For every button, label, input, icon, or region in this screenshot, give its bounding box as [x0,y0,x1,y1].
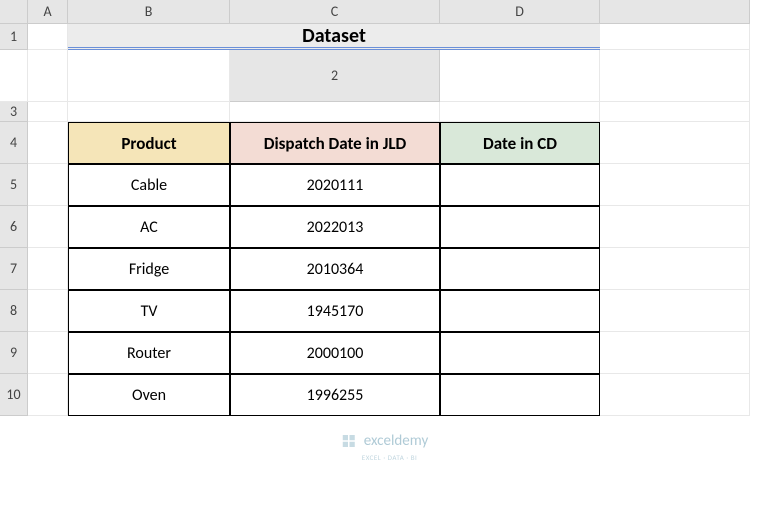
cell-d1[interactable] [28,50,68,102]
cell-c3[interactable] [230,102,440,122]
cell-b1[interactable] [600,24,750,50]
row-header[interactable]: 9 [0,332,28,374]
cell-a3[interactable] [28,102,68,122]
table-header-date[interactable]: Date in CD [440,122,600,164]
watermark-text: exceldemy [364,432,428,450]
watermark: exceldemy [340,432,428,450]
table-header-dispatch[interactable]: Dispatch Date in JLD [230,122,440,164]
row-header[interactable]: 1 [0,24,28,50]
row-header[interactable]: 4 [0,122,28,164]
table-row[interactable]: Cable [68,164,230,206]
table-header-product[interactable]: Product [68,122,230,164]
row-header[interactable]: 3 [0,102,28,122]
row-header[interactable]: 2 [230,50,440,102]
cell-a5[interactable] [28,164,68,206]
table-row[interactable] [440,164,600,206]
table-row[interactable] [440,374,600,416]
cell-e6[interactable] [600,206,750,248]
table-row[interactable]: 1996255 [230,374,440,416]
cell-a10[interactable] [28,374,68,416]
table-row[interactable] [440,332,600,374]
cell-e8[interactable] [600,290,750,332]
cell-c1[interactable] [0,50,28,102]
table-row[interactable] [440,248,600,290]
table-row[interactable]: 1945170 [230,290,440,332]
cell-e10[interactable] [600,374,750,416]
cell-e7[interactable] [600,248,750,290]
table-row[interactable]: Router [68,332,230,374]
grid-corner [0,0,28,24]
table-row[interactable] [440,206,600,248]
table-row[interactable]: AC [68,206,230,248]
cell-e4[interactable] [600,122,750,164]
table-row[interactable]: TV [68,290,230,332]
cell-a9[interactable] [28,332,68,374]
cell-a1[interactable] [28,24,68,50]
table-row[interactable]: Fridge [68,248,230,290]
row-header[interactable]: 5 [0,164,28,206]
cell-a8[interactable] [28,290,68,332]
table-row[interactable]: Oven [68,374,230,416]
cell-a4[interactable] [28,122,68,164]
cell-a2[interactable] [440,50,600,102]
table-row[interactable]: 2022013 [230,206,440,248]
cell-e1[interactable] [68,50,230,102]
row-header[interactable]: 6 [0,206,28,248]
col-header-d[interactable]: D [440,0,600,24]
cell-a7[interactable] [28,248,68,290]
watermark-subtext: EXCEL · DATA · BI [362,453,418,462]
cell-b3[interactable] [68,102,230,122]
col-header-blank [600,0,750,24]
cell-d3[interactable] [440,102,600,122]
cell-e5[interactable] [600,164,750,206]
dataset-title[interactable]: Dataset [68,24,600,50]
cell-e2[interactable] [600,50,750,102]
cell-a6[interactable] [28,206,68,248]
table-row[interactable]: 2000100 [230,332,440,374]
cell-e3[interactable] [600,102,750,122]
table-row[interactable]: 2020111 [230,164,440,206]
row-header[interactable]: 7 [0,248,28,290]
cell-e9[interactable] [600,332,750,374]
col-header-c[interactable]: C [230,0,440,24]
row-header[interactable]: 8 [0,290,28,332]
row-header[interactable]: 10 [0,374,28,416]
col-header-b[interactable]: B [68,0,230,24]
col-header-a[interactable]: A [28,0,68,24]
watermark-icon [340,432,358,450]
table-row[interactable]: 2010364 [230,248,440,290]
table-row[interactable] [440,290,600,332]
spreadsheet-grid: A B C D 1 2 Dataset 3 4 Product Dispatch… [0,0,768,416]
